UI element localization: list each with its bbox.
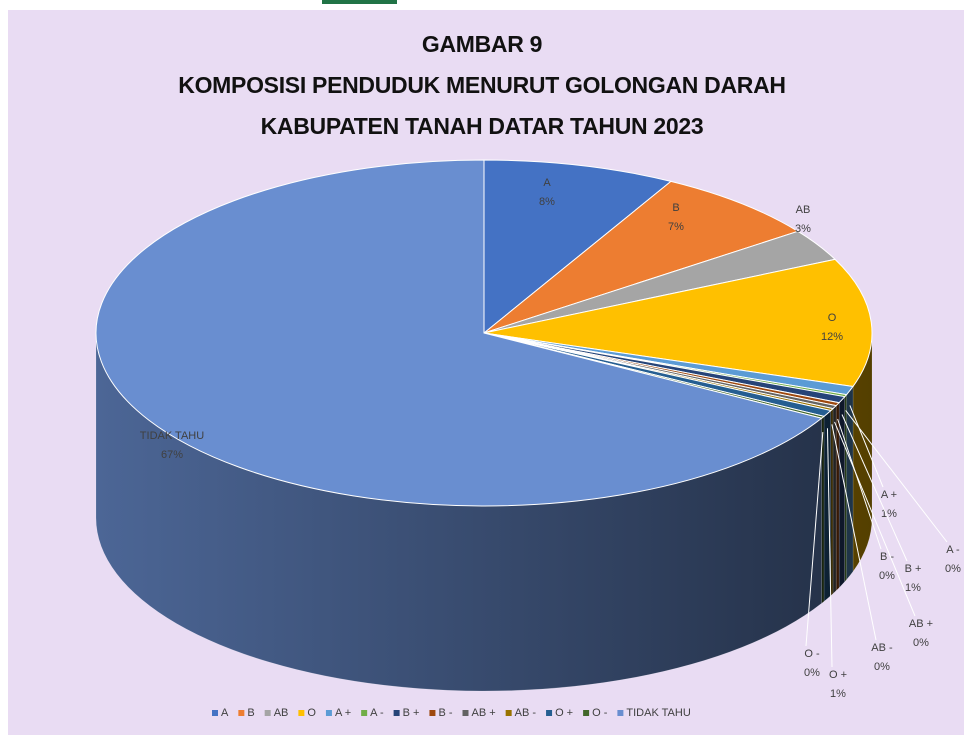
legend-swatch <box>361 710 368 716</box>
top-accent <box>322 0 397 4</box>
data-label: 1% <box>830 688 846 700</box>
data-label: 67% <box>161 449 183 461</box>
data-label-name: O - <box>804 648 820 660</box>
chart-title: KABUPATEN TANAH DATAR TAHUN 2023 <box>261 113 704 139</box>
legend-label: AB + <box>472 707 496 719</box>
legend-label: B + <box>403 707 420 719</box>
leader-line <box>831 424 877 641</box>
chart-title: GAMBAR 9 <box>422 31 542 57</box>
leader-line <box>845 410 948 543</box>
leader-line <box>805 432 824 647</box>
data-label-name: O <box>828 312 837 324</box>
legend-label: A + <box>335 707 351 719</box>
data-label: 12% <box>821 331 843 343</box>
data-label-name: B - <box>880 551 894 563</box>
legend-swatch <box>298 710 305 716</box>
data-label-name: AB + <box>909 618 933 630</box>
data-label: 8% <box>539 196 555 208</box>
data-label: 0% <box>804 667 820 679</box>
legend-swatch <box>238 710 245 716</box>
legend-label: AB <box>274 707 289 719</box>
legend-swatch <box>505 710 512 716</box>
legend-label: A - <box>370 707 384 719</box>
legend-label: B - <box>438 707 452 719</box>
legend-swatch <box>264 710 271 716</box>
slice <box>483 258 873 387</box>
legend-label: TIDAK TAHU <box>626 707 690 719</box>
legend-label: AB - <box>515 707 537 719</box>
data-label-name: A + <box>881 489 897 501</box>
data-label: 1% <box>881 508 897 520</box>
legend-swatch <box>617 710 624 716</box>
legend-swatch <box>325 710 332 716</box>
data-label: 0% <box>945 563 961 575</box>
data-label-name: TIDAK TAHU <box>140 430 204 442</box>
legend-label: B <box>247 707 254 719</box>
legend-swatch <box>429 710 436 716</box>
data-label: 0% <box>874 661 890 673</box>
legend-swatch <box>393 710 400 716</box>
slice-side <box>830 408 834 597</box>
data-label: 1% <box>905 582 921 594</box>
leader-line <box>834 421 916 617</box>
legend-label: O <box>307 707 316 719</box>
data-label-name: O + <box>829 669 847 681</box>
chart-title: KOMPOSISI PENDUDUK MENURUT GOLONGAN DARA… <box>178 72 785 98</box>
leader-line <box>849 405 884 488</box>
data-label: 3% <box>795 223 811 235</box>
legend-label: O - <box>592 707 608 719</box>
leader-line <box>841 414 908 562</box>
data-label-name: A - <box>946 544 960 556</box>
legend-swatch <box>583 710 590 716</box>
leader-line <box>837 418 882 550</box>
data-label-name: B <box>672 202 679 214</box>
data-label-name: AB - <box>871 642 893 654</box>
legend-swatch <box>546 710 553 716</box>
legend-swatch <box>462 710 469 716</box>
slice <box>483 159 673 335</box>
legend-swatch <box>212 710 218 716</box>
leader-line <box>826 428 833 668</box>
data-label: 7% <box>668 221 684 233</box>
data-label-name: B + <box>905 563 922 575</box>
data-label: 0% <box>879 570 895 582</box>
data-label: 0% <box>913 637 929 649</box>
slice <box>95 159 823 507</box>
legend-label: A <box>221 707 229 719</box>
data-label-name: A <box>543 177 551 189</box>
legend-label: O + <box>555 707 573 719</box>
data-label-name: AB <box>796 204 811 216</box>
slice <box>483 180 800 334</box>
